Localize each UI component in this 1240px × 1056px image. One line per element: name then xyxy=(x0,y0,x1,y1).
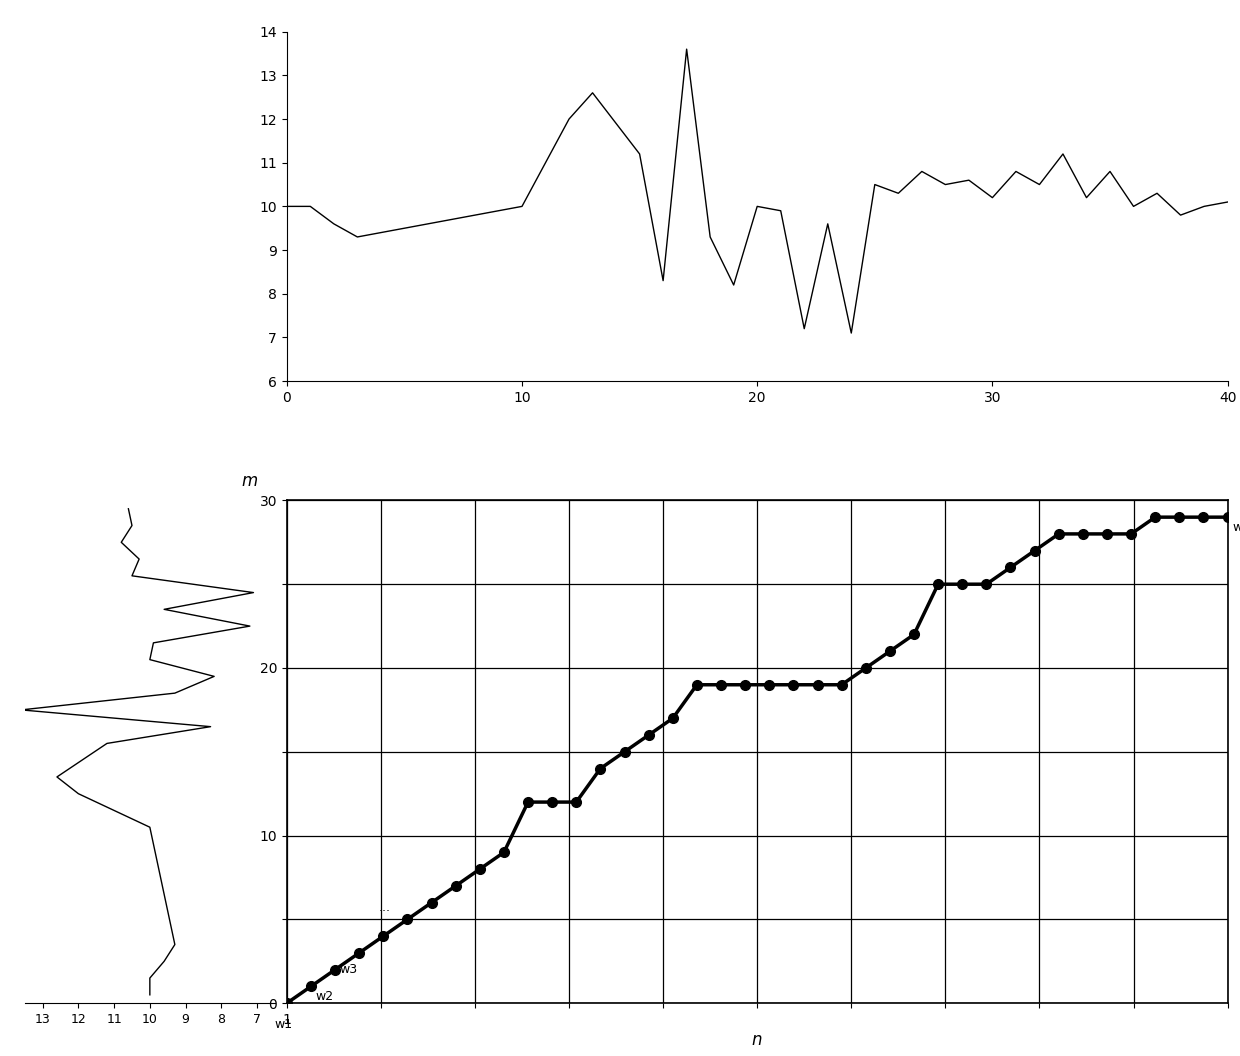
Text: w3: w3 xyxy=(340,963,358,976)
Text: w2: w2 xyxy=(316,989,334,1003)
Text: wk: wk xyxy=(1233,521,1240,533)
Y-axis label: $m$: $m$ xyxy=(241,472,258,490)
X-axis label: $n$: $n$ xyxy=(751,1031,763,1049)
Text: w1: w1 xyxy=(275,1018,293,1032)
Text: ...: ... xyxy=(378,901,391,914)
